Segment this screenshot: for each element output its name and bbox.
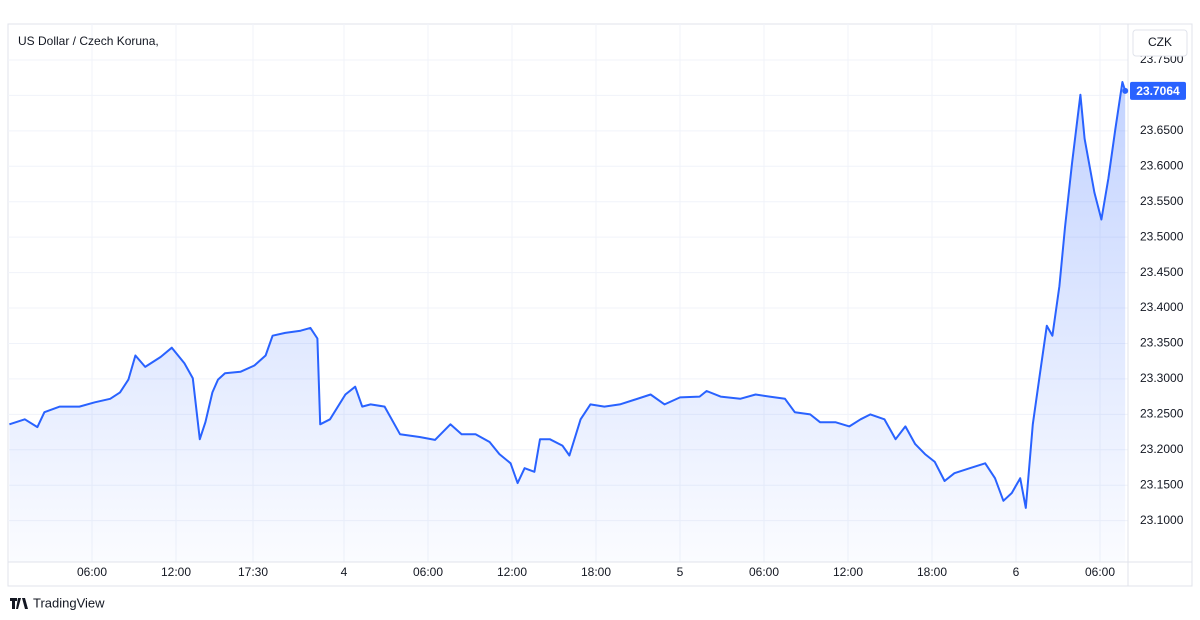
price-line [9,81,1127,509]
x-tick-label: 18:00 [581,565,611,579]
currency: CZK [1148,35,1172,49]
price-tag-label: 23.7064 [1136,84,1180,98]
x-tick-label: 06:00 [749,565,779,579]
x-tick-label: 12:00 [833,565,863,579]
y-tick-label: 23.1500 [1140,477,1184,491]
x-tick-label: 6 [1013,565,1020,579]
y-tick-label: 23.4000 [1140,300,1184,314]
y-tick-label: 23.4500 [1140,265,1184,279]
x-tick-label: 12:00 [497,565,527,579]
y-tick-label: 23.6000 [1140,158,1184,172]
y-tick-label: 23.1000 [1140,513,1184,527]
y-tick-label: 23.3000 [1140,371,1184,385]
x-tick-label: 12:00 [161,565,191,579]
y-tick-label: 23.6500 [1140,123,1184,137]
logo [10,598,28,609]
area-fill [9,82,1126,562]
y-tick-label: 23.2500 [1140,407,1184,421]
x-tick-label: 18:00 [917,565,947,579]
chart-title: US Dollar / Czech Koruna, [18,34,159,48]
attribution: TradingView [33,595,105,610]
x-tick-label: 4 [341,565,348,579]
x-tick-label: 5 [677,565,684,579]
y-tick-label: 23.2000 [1140,442,1184,456]
x-tick-label: 17:30 [238,565,268,579]
x-tick-label: 06:00 [413,565,443,579]
frame [7,23,1193,587]
currency-box[interactable] [1132,29,1188,57]
price-tag [1130,81,1186,100]
y-tick-label: 23.5000 [1140,229,1184,243]
x-tick-label: 06:00 [77,565,107,579]
y-tick-label: 23.5500 [1140,194,1184,208]
x-tick-label: 06:00 [1085,565,1115,579]
y-tick-label: 23.3500 [1140,336,1184,350]
last-point [1122,87,1129,94]
